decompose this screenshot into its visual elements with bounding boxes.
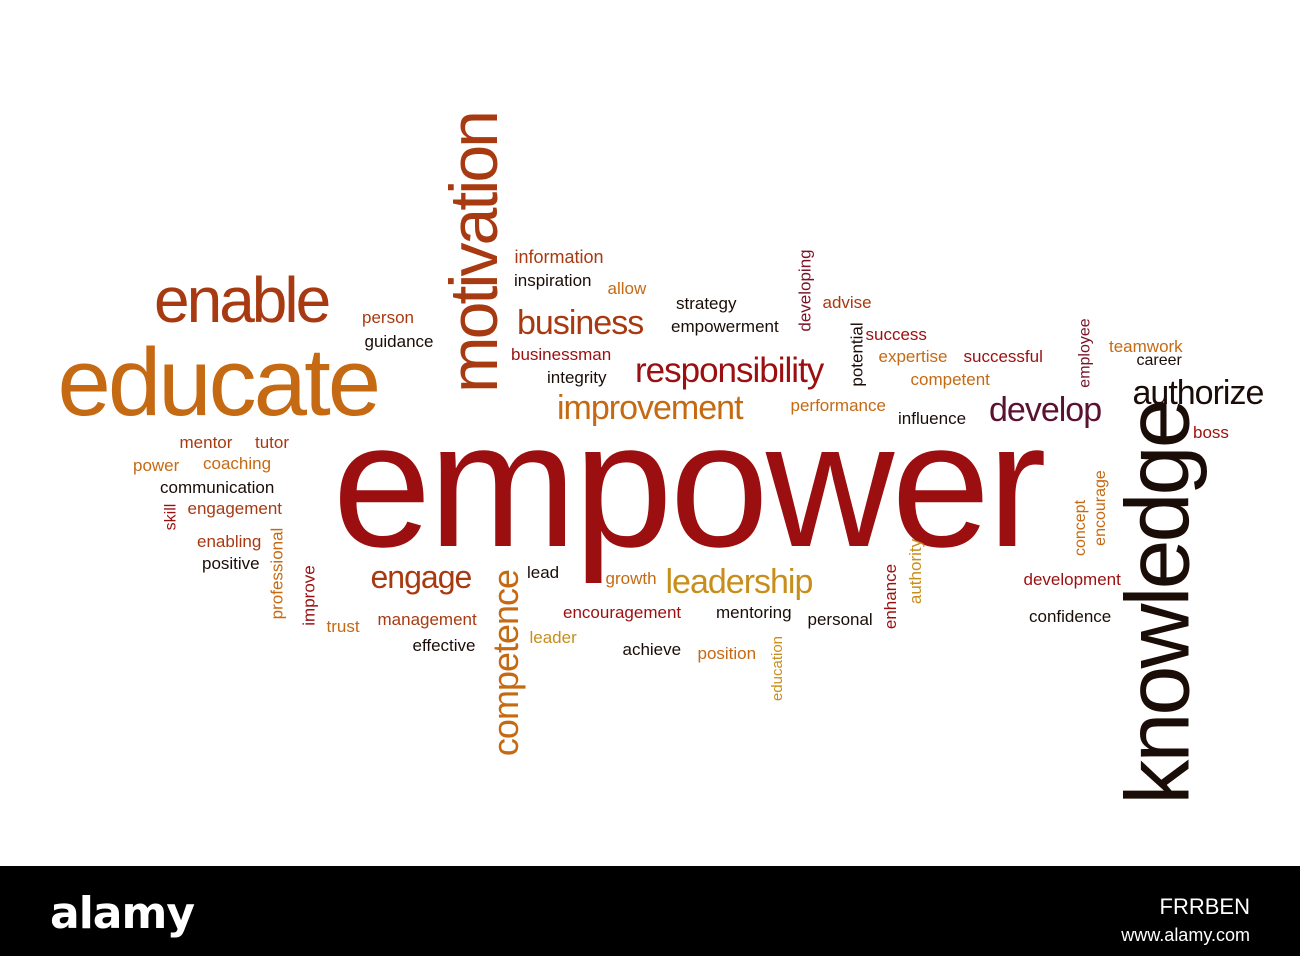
word-mentoring: mentoring [716,602,792,622]
alamy-logo: alamy [50,888,195,939]
word-boss: boss [1193,422,1229,442]
word-allow: allow [607,278,647,298]
watermark-footer: alamy FRRBEN www.alamy.com [0,866,1300,956]
word-power: power [133,455,180,475]
word-leader: leader [529,627,577,647]
word-guidance: guidance [364,331,434,351]
word-improvement: improvement [557,389,744,427]
word-development: development [1023,569,1121,589]
word-competent: competent [910,369,990,389]
word-potential: potential [847,321,867,387]
word-enhance: enhance [880,563,900,629]
word-success: success [865,324,927,344]
word-confidence: confidence [1029,606,1112,626]
word-concept: concept [1072,499,1090,557]
word-growth: growth [605,568,657,588]
word-authority: authority [905,538,925,604]
word-person: person [362,307,414,327]
word-coaching: coaching [203,453,272,473]
word-engage: engage [370,559,473,595]
word-businessman: businessman [511,344,612,364]
word-educate: educate [57,329,382,436]
word-developing: developing [795,248,815,332]
word-successful: successful [963,346,1043,366]
website-url: www.alamy.com [1121,925,1250,945]
word-authorize: authorize [1132,374,1265,412]
word-lead: lead [527,562,560,582]
word-tutor: tutor [255,432,290,452]
word-advise: advise [822,292,872,312]
word-enable: enable [154,264,331,336]
word-encouragement: encouragement [563,602,682,622]
word-develop: develop [989,391,1102,429]
word-competence: competence [485,569,527,757]
word-engagement: engagement [187,498,283,518]
word-empowerment: empowerment [671,316,779,336]
word-empower: empower [332,385,1047,584]
word-integrity: integrity [547,367,607,387]
word-performance: performance [790,395,886,415]
word-enabling: enabling [197,531,262,551]
word-skill: skill [161,503,179,531]
word-education: education [768,635,786,701]
word-influence: influence [898,408,967,428]
word-positive: positive [202,553,260,573]
word-leadership: leadership [665,563,814,601]
word-effective: effective [412,635,476,655]
word-encourage: encourage [1091,470,1109,546]
word-career: career [1136,352,1182,369]
word-teamwork: teamwork [1109,336,1183,356]
word-communication: communication [160,477,275,497]
word-employee: employee [1076,318,1094,388]
word-personal: personal [807,609,873,629]
word-position: position [697,643,757,663]
stock-image-id: FRRBEN [1159,894,1250,919]
word-improve: improve [299,564,319,626]
word-information: information [514,247,604,267]
word-achieve: achieve [622,639,682,659]
word-responsibility: responsibility [635,350,824,390]
word-motivation: motivation [435,113,512,393]
word-knowledge: knowledge [1108,401,1209,805]
word-mentor: mentor [179,432,233,452]
word-inspiration: inspiration [514,270,592,290]
word-trust: trust [326,616,360,636]
word-professional: professional [267,527,287,619]
word-cloud: empower educate knowledge motivation enable c… [57,113,1265,805]
word-management: management [377,609,477,629]
word-expertise: expertise [878,346,948,366]
word-business: business [517,304,644,342]
word-strategy: strategy [676,293,737,313]
